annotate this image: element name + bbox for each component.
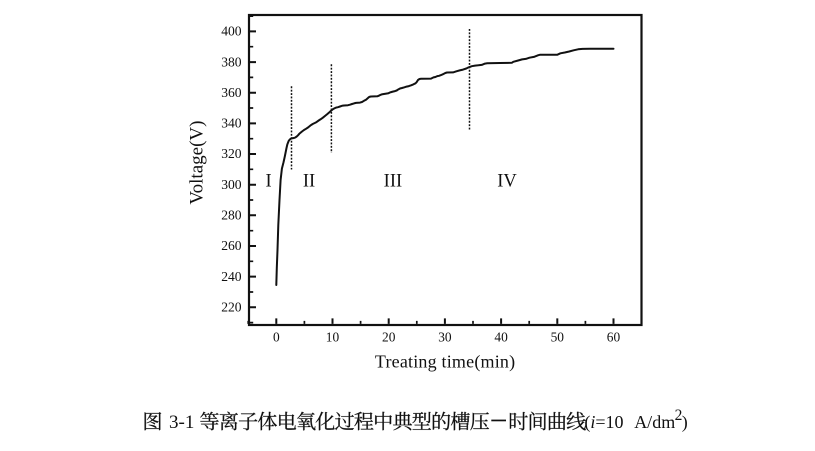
svg-text:0: 0: [273, 330, 280, 345]
svg-text:10: 10: [326, 330, 340, 345]
svg-text:280: 280: [221, 208, 242, 223]
svg-text:3-1: 3-1: [169, 412, 194, 433]
svg-text:A/dm: A/dm: [634, 412, 675, 432]
svg-text:): ): [682, 412, 688, 433]
svg-text:Treating time(min): Treating time(min): [375, 352, 515, 373]
svg-text:40: 40: [494, 330, 508, 345]
svg-text:320: 320: [221, 146, 242, 161]
svg-text:I: I: [266, 172, 272, 192]
svg-text:260: 260: [221, 238, 242, 253]
svg-text:Voltage(V): Voltage(V): [187, 121, 208, 205]
svg-text:50: 50: [551, 330, 565, 345]
svg-text:340: 340: [221, 116, 242, 131]
svg-text:III: III: [384, 172, 402, 192]
svg-text:360: 360: [221, 85, 242, 100]
svg-text:240: 240: [221, 269, 242, 284]
svg-text:400: 400: [221, 24, 242, 39]
svg-text:IV: IV: [497, 172, 517, 192]
svg-text:(i=10: (i=10: [584, 412, 623, 433]
svg-text:300: 300: [221, 177, 242, 192]
svg-text:30: 30: [438, 330, 452, 345]
svg-text:380: 380: [221, 54, 242, 69]
svg-text:220: 220: [221, 300, 242, 315]
svg-text:60: 60: [607, 330, 621, 345]
svg-text:2: 2: [675, 407, 683, 424]
svg-text:II: II: [303, 172, 315, 192]
svg-text:20: 20: [382, 330, 396, 345]
